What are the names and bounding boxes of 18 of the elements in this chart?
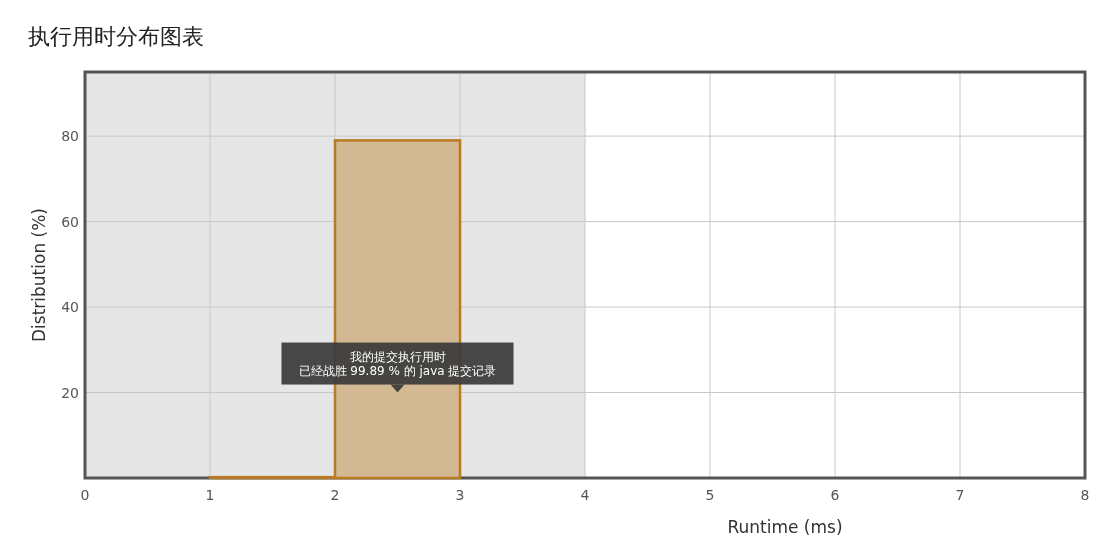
chart-title: 执行用时分布图表	[28, 24, 204, 49]
x-tick-label: 3	[455, 487, 465, 503]
x-tick-label: 7	[955, 487, 965, 503]
y-axis-title: Distribution (%)	[29, 208, 49, 342]
y-tick-label: 20	[61, 384, 79, 401]
x-tick-label: 4	[580, 487, 590, 503]
y-tick-label: 80	[61, 128, 79, 145]
x-tick-label: 0	[80, 487, 90, 503]
x-tick-label: 6	[830, 487, 840, 503]
x-tick-label: 2	[330, 487, 340, 503]
annotation: 已经战胜 99.89 % 的 java 提交记录	[298, 363, 497, 378]
x-tick-label: 5	[705, 487, 715, 503]
x-axis-title: Runtime (ms)	[727, 517, 843, 537]
y-tick-label: 40	[61, 299, 79, 316]
x-tick-label: 1	[205, 487, 215, 503]
y-tick-label: 60	[61, 213, 79, 230]
annotation: 我的提交执行用时	[349, 349, 446, 364]
x-tick-label: 8	[1080, 487, 1090, 503]
